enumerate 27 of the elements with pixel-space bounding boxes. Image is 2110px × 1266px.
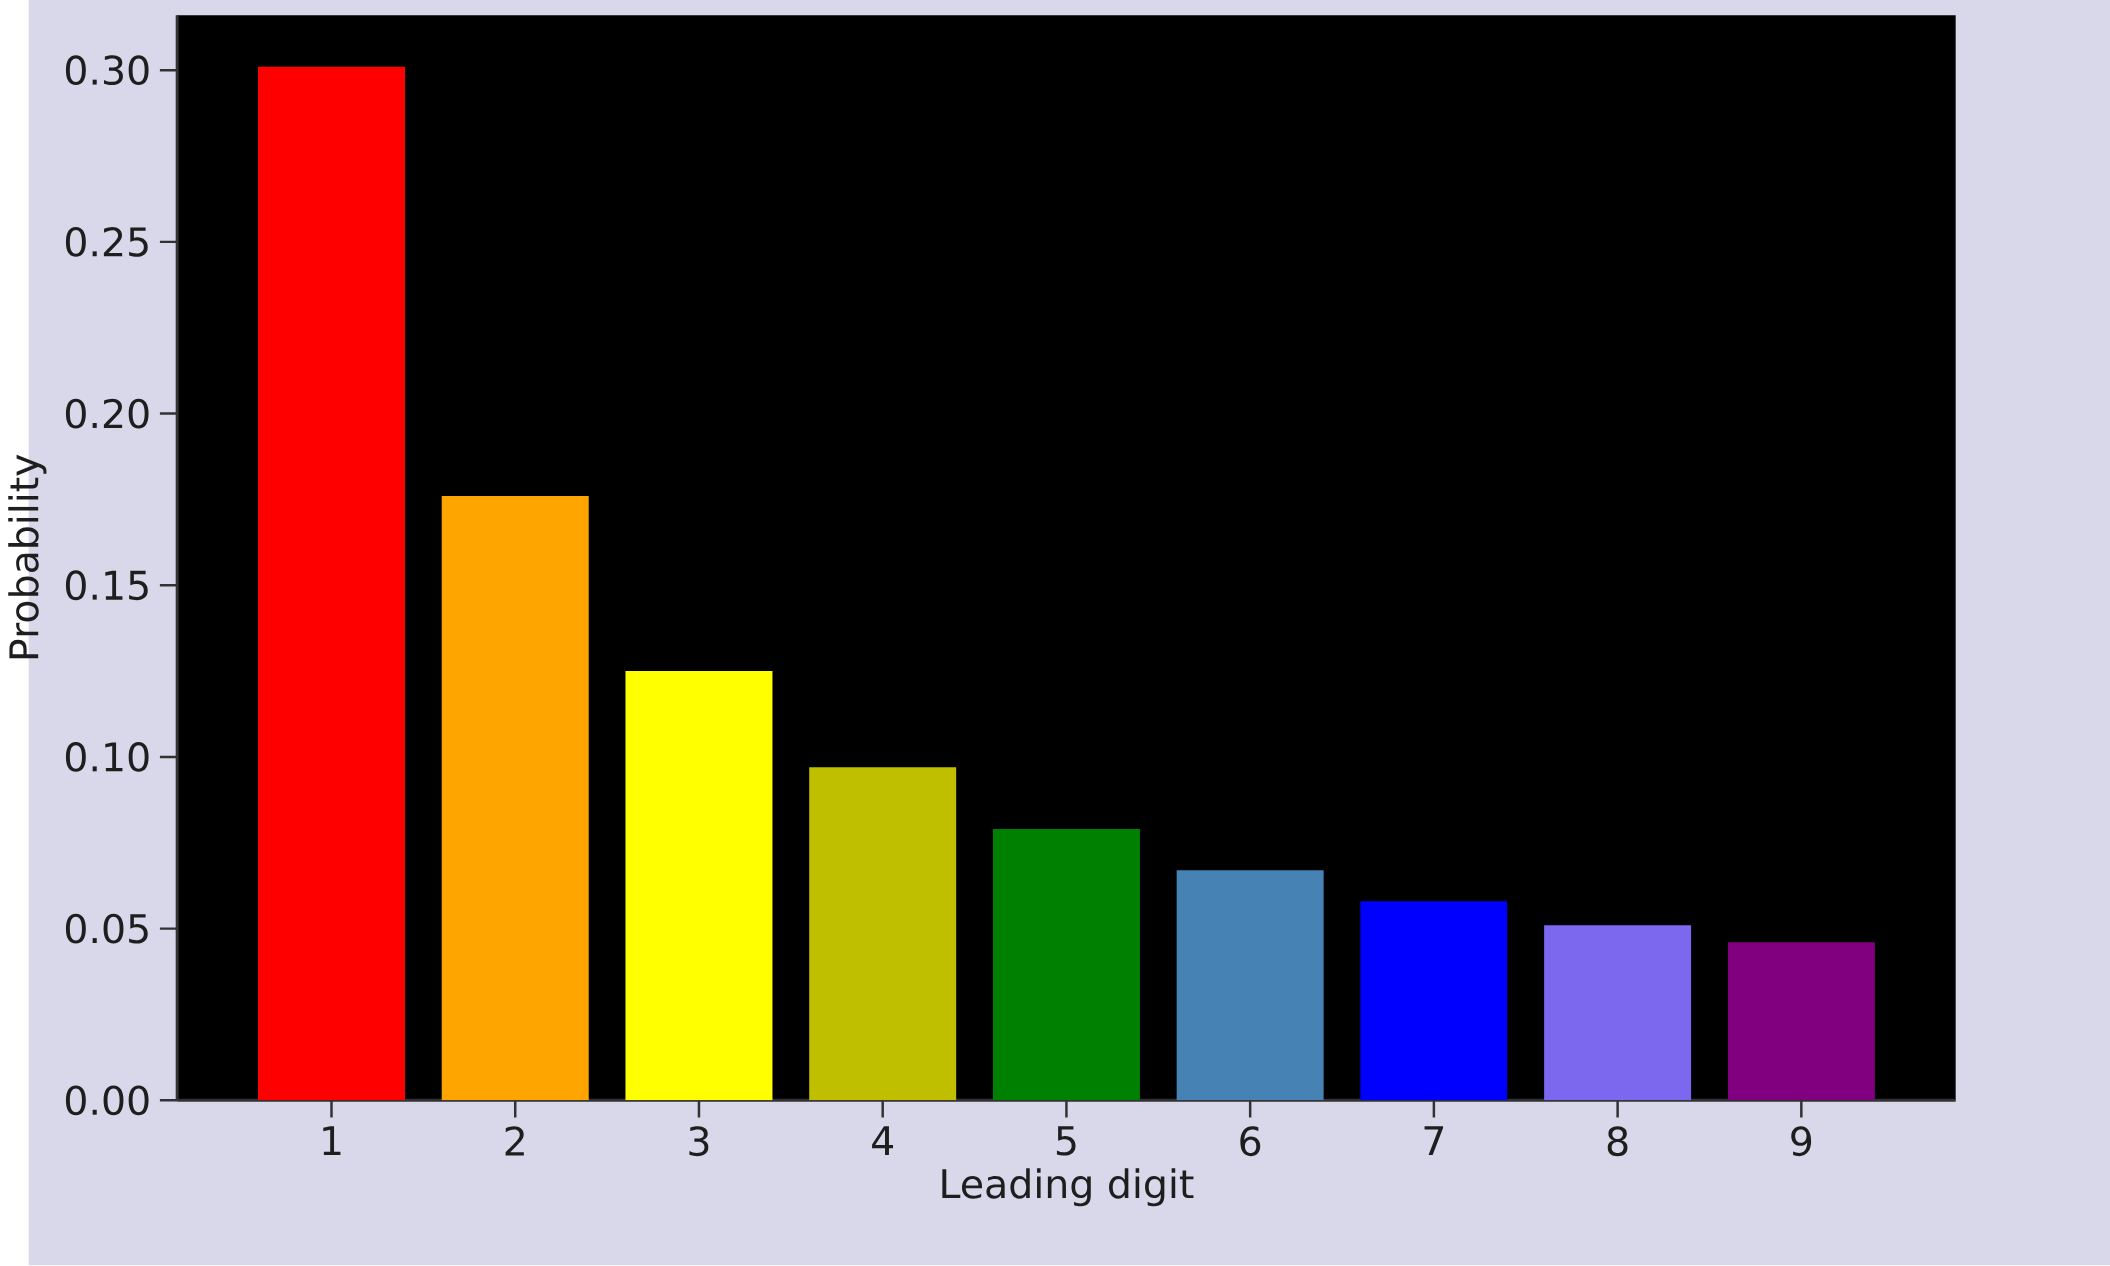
y-tick-label: 0.20 [65, 398, 149, 429]
y-tick-label: 0.30 [65, 55, 149, 86]
x-tick-label: 4 [872, 1126, 894, 1156]
y-tick-label: 0.25 [65, 227, 148, 258]
x-tick-label: 5 [1056, 1126, 1076, 1156]
x-tick-label: 6 [1240, 1126, 1261, 1157]
y-tick-label: 0.05 [65, 913, 148, 944]
y-tick-label: 0.15 [65, 570, 148, 601]
bar [992, 829, 1140, 1101]
x-tick-label: 9 [1791, 1126, 1812, 1157]
x-tick-label: 1 [323, 1126, 341, 1156]
x-tick-label: 8 [1607, 1126, 1628, 1157]
bar [1727, 942, 1875, 1101]
bar [625, 671, 773, 1101]
y-tick-label: 0.00 [65, 1085, 149, 1116]
x-tick-label: 3 [689, 1126, 709, 1157]
bar [441, 496, 589, 1101]
bar [1544, 925, 1692, 1101]
bar [809, 767, 957, 1101]
bar [1176, 870, 1324, 1101]
x-tick-label: 2 [505, 1126, 524, 1156]
x-axis-title: Leading digit [942, 1168, 1194, 1207]
y-axis-title: Probability [8, 454, 47, 659]
bar [258, 66, 405, 1101]
y-tick-label: 0.10 [65, 742, 149, 773]
x-tick-label: 7 [1424, 1126, 1444, 1156]
bar [1360, 901, 1508, 1101]
